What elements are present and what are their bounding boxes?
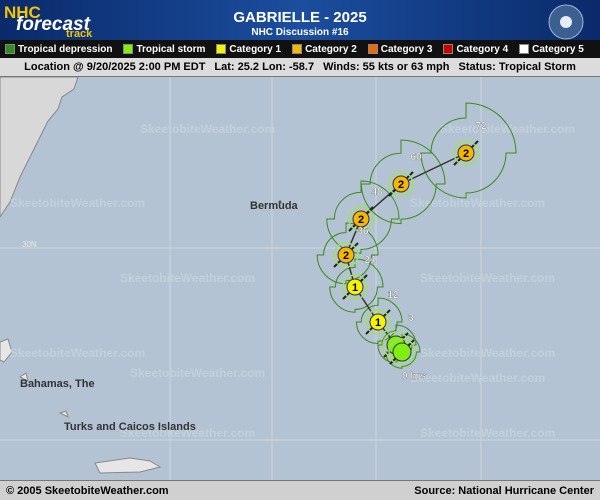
storm-marker xyxy=(337,246,355,264)
status-field: Status: Tropical Storm xyxy=(458,61,576,73)
legend-label: Category 4 xyxy=(456,43,509,55)
wind-radii xyxy=(326,180,400,254)
status-field: Winds: 55 kts or 63 mph xyxy=(323,61,450,73)
storm-category: 1 xyxy=(352,282,358,294)
header-graphic: NHC forecast track GABRIELLE - 2025 NHC … xyxy=(4,3,584,40)
wind-radii xyxy=(360,139,446,225)
title: GABRIELLE - 2025 xyxy=(233,9,366,26)
hour-label: 72 xyxy=(475,121,487,132)
legend-item: Category 2 xyxy=(292,44,357,55)
storm-marker xyxy=(352,210,370,228)
legend-item: Tropical depression xyxy=(5,44,112,55)
watermark: SkeetobiteWeather.com xyxy=(10,346,145,360)
hour-label: 36 xyxy=(357,226,369,237)
legend-label: Category 5 xyxy=(532,43,584,55)
legend-swatch xyxy=(519,44,530,54)
hour-label: 3 xyxy=(408,313,414,324)
legend-swatch xyxy=(5,44,15,54)
watermark: SkeetobiteWeather.com xyxy=(410,371,545,385)
legend-label: Tropical depression xyxy=(18,43,113,55)
storm-halo xyxy=(365,309,391,335)
status-field: Lat: 25.2 Lon: -58.7 xyxy=(214,61,315,73)
legend-label: Category 2 xyxy=(305,43,357,55)
place-label: Bahamas, The xyxy=(20,378,95,390)
storm-halo xyxy=(348,206,374,232)
legend-swatch xyxy=(123,44,134,54)
subtitle: NHC Discussion #16 xyxy=(251,27,349,38)
header: NHC forecast track GABRIELLE - 2025 NHC … xyxy=(0,0,600,40)
us-coast xyxy=(0,77,79,218)
legend-item: Category 5 xyxy=(519,44,584,55)
legend-label: Category 3 xyxy=(380,43,433,55)
legend: Tropical depression Tropical storm Categor… xyxy=(0,40,600,58)
wind-radii xyxy=(329,258,384,313)
storm-halo xyxy=(453,140,479,166)
watermark: SkeetobiteWeather.com xyxy=(420,346,555,360)
watermark: SkeetobiteWeather.com xyxy=(10,196,145,210)
legend-swatch xyxy=(292,44,303,54)
ocean xyxy=(0,77,600,480)
watermark: SkeetobiteWeather.com xyxy=(140,122,275,136)
watermark: SkeetobiteWeather.com xyxy=(410,196,545,210)
legend-item: Category 1 xyxy=(216,44,281,55)
storm-halo xyxy=(388,338,416,366)
legend-swatch xyxy=(216,44,227,54)
hour-label: 24 xyxy=(364,255,376,266)
legend-item: Category 3 xyxy=(367,43,433,55)
storm-marker xyxy=(392,342,412,362)
watermark: SkeetobiteWeather.com xyxy=(420,271,555,285)
hour-label: 48 xyxy=(371,187,383,198)
watermark: SkeetobiteWeather.com xyxy=(440,122,575,136)
logo-nhc: NHC xyxy=(4,3,41,22)
watermark: SkeetobiteWeather.com xyxy=(130,366,265,380)
place-label: Turks and Caicos Islands xyxy=(64,421,196,433)
legend-item: Tropical storm xyxy=(123,44,205,55)
map: SkeetobiteWeather.com SkeetobiteWeather.c… xyxy=(0,77,600,480)
hour-label: 60 xyxy=(410,152,422,163)
wind-radii xyxy=(355,297,403,345)
wind-radii xyxy=(316,222,379,285)
watermarks: SkeetobiteWeather.com SkeetobiteWeather.c… xyxy=(10,122,575,440)
place-label: Bermuda xyxy=(250,200,299,212)
wind-radii xyxy=(420,102,517,199)
hour-label: 12 xyxy=(387,290,399,301)
wind-radii xyxy=(377,324,417,364)
storm-halo xyxy=(333,242,359,268)
storm-category: 2 xyxy=(343,250,349,262)
status-bar: Location @ 9/20/2025 2:00 PM EDT Lat: 25.… xyxy=(0,58,600,77)
legend-item: Category 4 xyxy=(443,44,508,55)
bermuda-dot xyxy=(278,200,282,204)
legend-swatch xyxy=(443,44,454,54)
storm-halo xyxy=(342,274,368,300)
watermark: SkeetobiteWeather.com xyxy=(120,271,255,285)
legend-label: Category 1 xyxy=(229,43,282,55)
watermark: SkeetobiteWeather.com xyxy=(120,426,255,440)
storm-category: 2 xyxy=(358,214,364,226)
status-field: Location @ 9/20/2025 2:00 PM EDT xyxy=(24,61,206,73)
storm-category: 1 xyxy=(375,317,381,329)
hour-label: 0 hrs xyxy=(402,371,426,382)
watermark: SkeetobiteWeather.com xyxy=(420,426,555,440)
storm-marker xyxy=(346,278,364,296)
storm-category: 2 xyxy=(463,148,469,160)
storm-marker xyxy=(369,313,387,331)
storm-halo xyxy=(388,171,414,197)
logo-forecast: forecast xyxy=(16,14,91,35)
footer: © 2005 SkeetobiteWeather.com Source: Nat… xyxy=(0,480,600,500)
islands xyxy=(0,338,162,474)
storm-category: 2 xyxy=(398,179,404,191)
storm-marker xyxy=(392,175,410,193)
grid-label: 30N xyxy=(22,240,37,249)
legend-swatch xyxy=(367,44,378,54)
source: Source: National Hurricane Center xyxy=(414,484,594,497)
copyright: © 2005 SkeetobiteWeather.com xyxy=(6,484,169,497)
legend-label: Tropical storm xyxy=(136,43,206,55)
logo-track: track xyxy=(66,28,93,40)
hurricane-eye xyxy=(560,16,572,28)
storm-marker xyxy=(457,144,475,162)
